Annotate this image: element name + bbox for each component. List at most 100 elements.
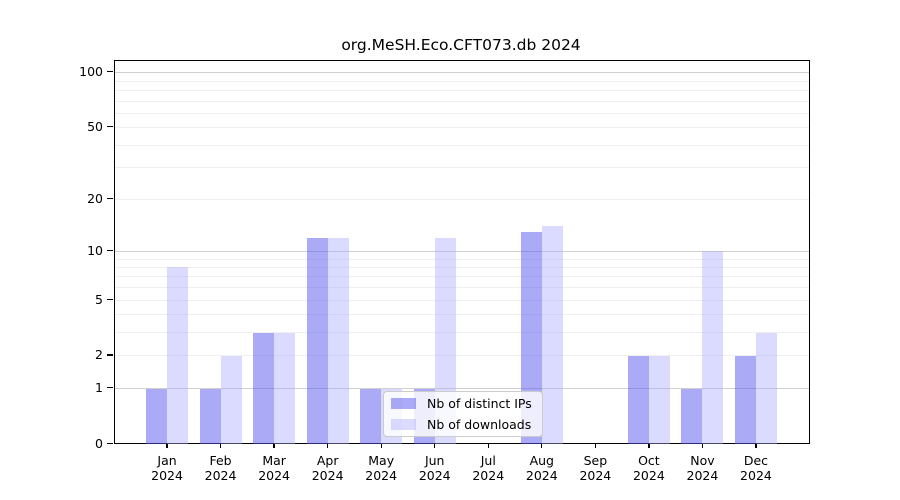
- x-tick: [755, 443, 757, 448]
- y-tick: [107, 126, 113, 128]
- y-tick: [107, 354, 113, 356]
- x-tick: [594, 443, 596, 448]
- y-tick-label: 50: [87, 119, 103, 135]
- minor-gridline: [114, 80, 809, 82]
- x-tick: [487, 443, 489, 448]
- y-tick: [107, 197, 113, 199]
- minor-gridline: [114, 287, 809, 289]
- y-tick: [107, 71, 113, 73]
- major-gridline: [114, 72, 809, 74]
- bar-nov-distinct-ips: [681, 388, 703, 445]
- x-tick-label: Mar 2024: [239, 453, 309, 484]
- y-tick-label: 1: [95, 380, 103, 396]
- bar-apr-downloads: [327, 237, 349, 445]
- minor-gridline: [114, 314, 809, 316]
- minor-gridline: [114, 266, 809, 268]
- bar-feb-downloads: [220, 355, 242, 445]
- plot-area: [113, 60, 810, 445]
- x-tick-month: May: [368, 452, 395, 468]
- minor-gridline: [114, 167, 809, 169]
- bar-mar-downloads: [274, 332, 296, 445]
- minor-gridline: [114, 299, 809, 301]
- x-tick-label: Jun 2024: [400, 453, 470, 484]
- minor-gridline: [114, 89, 809, 91]
- bar-dec-downloads: [755, 332, 777, 445]
- x-tick-year: 2024: [365, 468, 398, 483]
- bar-jan-downloads: [167, 267, 189, 445]
- x-tick-label: Feb 2024: [186, 453, 256, 484]
- minor-gridline: [114, 276, 809, 278]
- x-tick-label: Sep 2024: [560, 453, 630, 484]
- x-tick-label: May 2024: [346, 453, 416, 484]
- legend-label-distinct-ips: Nb of distinct IPs: [427, 395, 532, 411]
- y-tick-label: 100: [79, 64, 103, 80]
- x-tick: [701, 443, 704, 448]
- x-tick: [434, 443, 436, 448]
- x-tick-label: Apr 2024: [293, 453, 363, 484]
- x-tick-year: 2024: [418, 468, 451, 483]
- x-tick: [541, 443, 543, 448]
- x-tick-month: Mar: [262, 452, 286, 468]
- x-tick-year: 2024: [686, 468, 719, 483]
- x-tick-label: Nov 2024: [667, 453, 737, 484]
- bar-may-distinct-ips: [360, 388, 382, 445]
- y-tick-label: 5: [95, 291, 103, 307]
- legend-swatch-downloads-icon: [391, 418, 416, 430]
- x-tick-year: 2024: [740, 468, 772, 483]
- x-tick-month: Oct: [638, 452, 660, 468]
- legend-entry-distinct-ips: Nb of distinct IPs: [391, 396, 542, 411]
- y-tick: [107, 442, 113, 445]
- x-tick-label: Dec 2024: [721, 453, 791, 484]
- x-tick: [327, 443, 329, 448]
- bar-aug-downloads: [541, 226, 563, 445]
- legend-entry-downloads: Nb of downloads: [391, 417, 542, 432]
- x-tick-year: 2024: [151, 468, 183, 483]
- major-gridline: [114, 250, 809, 252]
- x-tick-year: 2024: [525, 468, 558, 483]
- x-tick-year: 2024: [204, 468, 237, 483]
- x-tick-month: Nov: [690, 452, 715, 468]
- bar-apr-distinct-ips: [306, 237, 328, 445]
- bar-dec-distinct-ips: [734, 355, 756, 445]
- x-tick-label: Aug 2024: [507, 453, 577, 484]
- bar-oct-distinct-ips: [627, 355, 649, 445]
- minor-gridline: [114, 112, 809, 114]
- x-tick: [219, 443, 222, 448]
- legend-swatch-distinct-ips-icon: [391, 397, 416, 409]
- x-tick-year: 2024: [632, 468, 665, 483]
- minor-gridline: [114, 355, 809, 357]
- x-tick-month: Jun: [424, 452, 445, 468]
- chart-title: org.MeSH.Eco.CFT073.db 2024: [341, 36, 581, 54]
- x-tick: [166, 443, 168, 448]
- x-tick-label: Oct 2024: [614, 453, 684, 484]
- x-tick-month: Jan: [157, 452, 177, 468]
- x-tick-year: 2024: [472, 468, 505, 483]
- minor-gridline: [114, 144, 809, 146]
- x-tick-year: 2024: [579, 468, 612, 483]
- x-tick-label: Jan 2024: [132, 453, 202, 484]
- x-tick: [380, 443, 382, 448]
- bar-nov-downloads: [702, 251, 724, 445]
- x-tick-year: 2024: [258, 468, 291, 483]
- x-tick-month: Dec: [743, 452, 769, 468]
- legend-label-downloads: Nb of downloads: [427, 416, 532, 432]
- bar-oct-downloads: [648, 355, 670, 445]
- x-tick: [648, 443, 650, 448]
- y-tick-label: 2: [95, 347, 103, 363]
- x-tick-month: Sep: [583, 452, 608, 468]
- x-tick-month: Aug: [529, 452, 554, 468]
- x-tick-month: Apr: [316, 452, 339, 468]
- x-tick-year: 2024: [311, 468, 344, 483]
- x-tick: [273, 443, 275, 448]
- y-tick: [107, 298, 113, 300]
- minor-gridline: [114, 258, 809, 260]
- x-tick-label: Jul 2024: [453, 453, 523, 484]
- y-tick-label: 20: [87, 190, 103, 206]
- minor-gridline: [114, 100, 809, 102]
- legend: Nb of distinct IPs Nb of downloads: [383, 390, 543, 437]
- bar-mar-distinct-ips: [253, 332, 275, 445]
- bar-jan-distinct-ips: [146, 388, 168, 445]
- y-tick: [107, 387, 113, 389]
- y-tick: [107, 249, 113, 252]
